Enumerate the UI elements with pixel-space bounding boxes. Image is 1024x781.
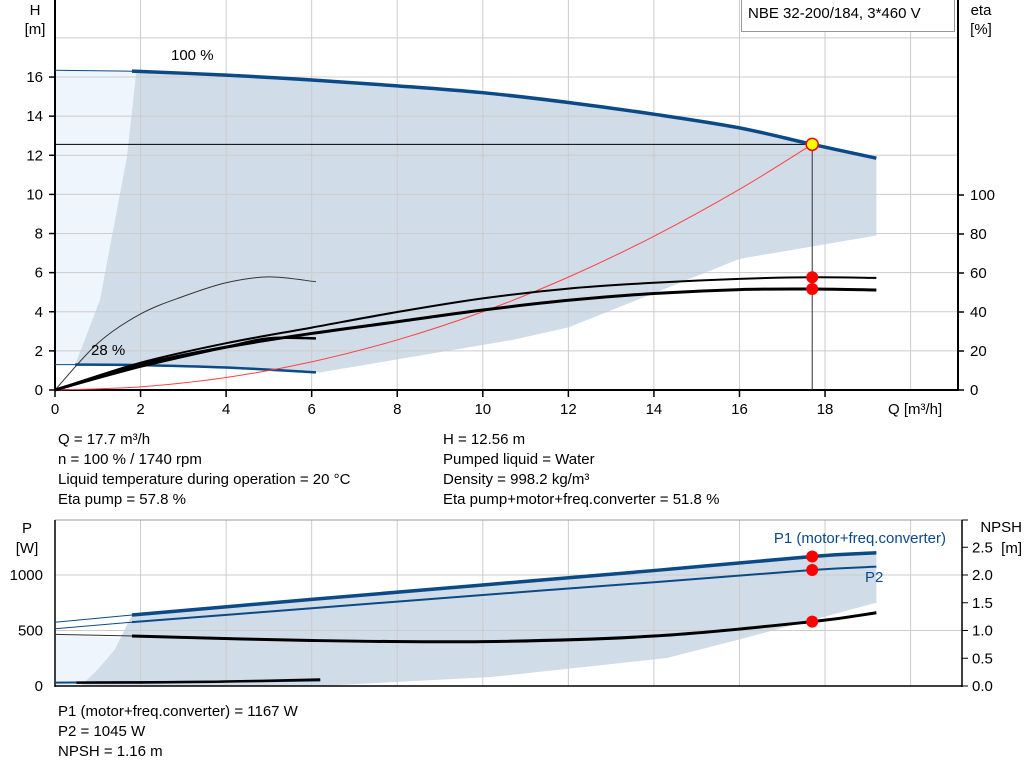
y2-tick-label: 100 — [970, 187, 995, 204]
power-tick-label: 500 — [18, 623, 43, 640]
y-tick-label: 4 — [35, 304, 43, 321]
p1-extension — [54, 614, 133, 623]
info-left: Q = 17.7 m³/h n = 100 % / 1740 rpm Liqui… — [58, 430, 350, 510]
info-eta-pump: Eta pump = 57.8 % — [58, 491, 186, 508]
info-flow: Q = 17.7 m³/h — [58, 431, 151, 448]
curve-100-extension — [54, 69, 133, 72]
x-tick-label: 0 — [51, 401, 59, 418]
npsh-axis-label: NPSH — [980, 519, 1022, 536]
power-tick-label: 1000 — [10, 567, 43, 584]
y-tick-label: 2 — [35, 343, 43, 360]
eta-pump-marker — [806, 271, 819, 284]
y2-tick-label: 0 — [970, 382, 978, 399]
power-low-flow-area — [55, 634, 133, 686]
p2-marker — [806, 564, 819, 577]
npsh-marker — [806, 615, 819, 628]
y-axis-unit: [m] — [25, 21, 46, 38]
eta-pump-curve — [54, 276, 877, 391]
npsh-tick-label: 0.0 — [972, 678, 993, 695]
y-tick-label: 14 — [26, 108, 43, 125]
y-tick-label: 0 — [35, 382, 43, 399]
x-tick-label: 16 — [731, 401, 748, 418]
curve-28-percent — [75, 363, 317, 374]
power-tick-label: 0 — [35, 678, 43, 695]
y2-tick-label: 20 — [970, 343, 987, 360]
x-tick-label: 2 — [136, 401, 144, 418]
system-curve — [54, 143, 813, 391]
x-tick-label: 12 — [560, 401, 577, 418]
y2-tick-label: 80 — [970, 226, 987, 243]
y-axis-label: H — [30, 2, 41, 19]
y-tick-label: 10 — [26, 186, 43, 203]
x-tick-label: 18 — [817, 401, 834, 418]
power-operating-area — [80, 552, 877, 686]
x-axis-label: Q [m³/h] — [888, 401, 942, 418]
power-axis-label: P — [22, 520, 32, 537]
y2-tick-label: 60 — [970, 265, 987, 282]
npsh-axis-unit: [m] — [1001, 540, 1022, 557]
info-speed: n = 100 % / 1740 rpm — [58, 451, 202, 468]
eta-pump-28-curve — [54, 276, 317, 391]
label-28-percent: 28 % — [91, 342, 125, 359]
info-npsh: NPSH = 1.16 m — [58, 743, 163, 760]
info-p2: P2 = 1045 W — [58, 723, 146, 740]
info-liquid: Pumped liquid = Water — [443, 451, 595, 468]
x-tick-label: 6 — [308, 401, 316, 418]
info-head: H = 12.56 m — [443, 431, 526, 448]
duty-point-marker — [805, 137, 819, 152]
curve-100-percent — [131, 69, 877, 160]
npsh-extension — [54, 633, 133, 637]
info-bottom: P1 (motor+freq.converter) = 1167 W P2 = … — [58, 702, 298, 762]
p2-extension — [54, 621, 133, 630]
info-eta-total: Eta pump+motor+freq.converter = 51.8 % — [443, 491, 720, 508]
info-right: H = 12.56 m Pumped liquid = Water Densit… — [443, 430, 719, 510]
operating-area — [75, 71, 877, 373]
x-tick-label: 14 — [646, 401, 663, 418]
p1-marker — [806, 550, 819, 563]
x-tick-label: 8 — [393, 401, 401, 418]
eta-total-marker — [806, 282, 819, 295]
y2-axis-unit: [%] — [970, 21, 992, 38]
npsh-tick-label: 1.0 — [972, 623, 993, 640]
p1-series-label: P1 (motor+freq.converter) — [774, 530, 946, 547]
pump-model-label: NBE 32-200/184, 3*460 V — [741, 0, 955, 32]
low-flow-area — [55, 70, 137, 365]
p2-28-curve — [76, 678, 321, 684]
y-tick-label: 8 — [35, 226, 43, 243]
npsh-tick-label: 0.5 — [972, 650, 993, 667]
p2-series-label: P2 — [865, 569, 883, 586]
npsh-tick-label: 2.5 — [972, 539, 993, 556]
npsh-tick-label: 1.5 — [972, 595, 993, 612]
info-density: Density = 998.2 kg/m³ — [443, 471, 590, 488]
y-tick-label: 12 — [26, 147, 43, 164]
label-100-percent: 100 % — [171, 47, 214, 64]
y-tick-label: 16 — [26, 69, 43, 86]
x-tick-label: 4 — [222, 401, 230, 418]
x-tick-label: 10 — [474, 401, 491, 418]
y2-axis-label: eta — [971, 2, 993, 19]
power-axis-unit: [W] — [16, 540, 39, 557]
y-tick-label: 6 — [35, 265, 43, 282]
eta-total-curve — [54, 287, 877, 392]
npsh-tick-label: 2.0 — [972, 567, 993, 584]
y2-tick-label: 40 — [970, 304, 987, 321]
info-temperature: Liquid temperature during operation = 20… — [58, 471, 351, 488]
info-p1: P1 (motor+freq.converter) = 1167 W — [58, 703, 298, 720]
